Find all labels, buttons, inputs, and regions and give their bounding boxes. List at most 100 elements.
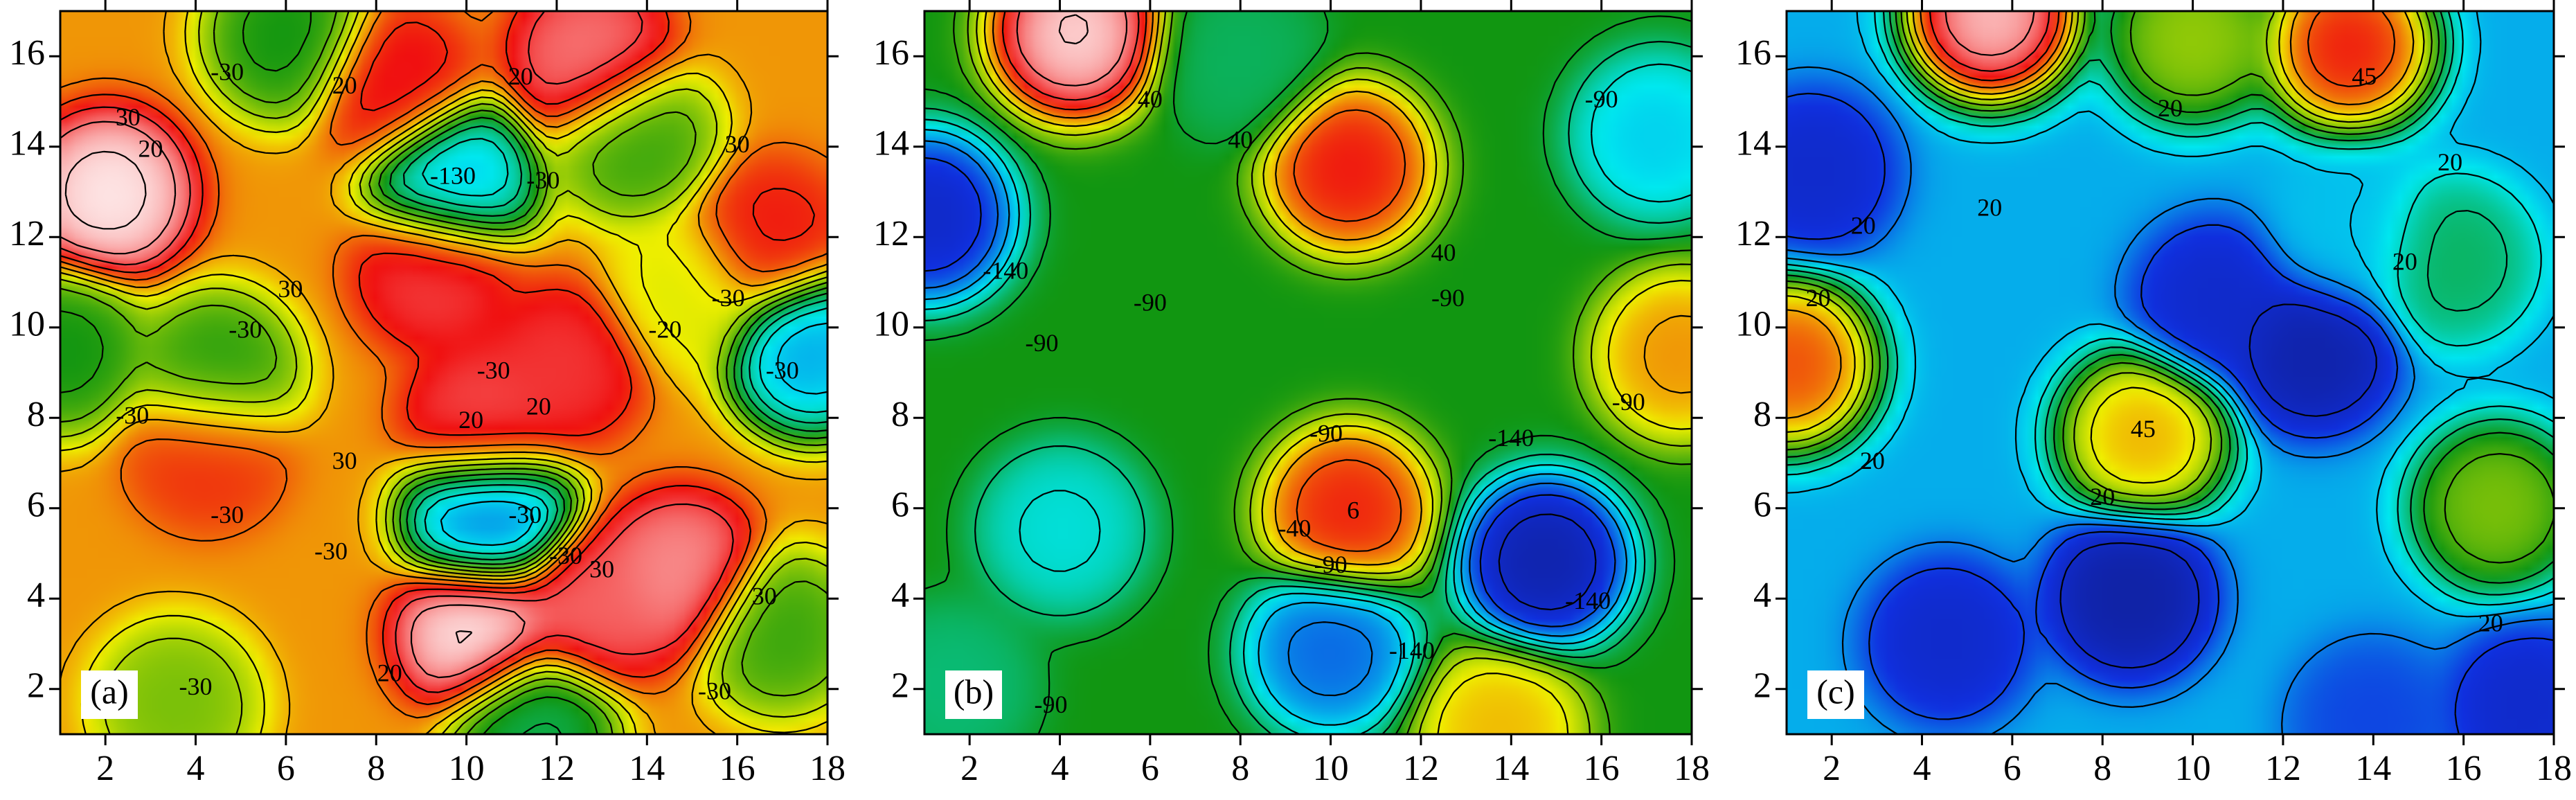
contour-label: -30 (116, 402, 149, 429)
contour-level (992, 11, 1406, 552)
contour-label: -140 (983, 257, 1028, 285)
contour-label: -90 (1309, 420, 1343, 447)
contour-level (60, 11, 828, 719)
contour-label: 20 (1851, 211, 1876, 239)
contour-label: 30 (116, 103, 141, 131)
x-tick-label: 14 (2355, 749, 2391, 788)
contour-level (1929, 11, 2050, 72)
contour-level (60, 11, 734, 693)
contour-level (1920, 11, 2396, 87)
contour-level (60, 11, 828, 734)
panel-label-box (81, 670, 138, 719)
y-tick-label: 8 (891, 395, 909, 434)
contour-label: -140 (1389, 637, 1435, 664)
contour-label: 30 (332, 447, 357, 474)
contour-level (1787, 11, 2433, 497)
contour-level (924, 129, 1637, 726)
contour-level (64, 150, 473, 644)
x-tick-label: 16 (1584, 749, 1620, 788)
contour-lines (60, 11, 828, 734)
contour-label: 30 (589, 555, 614, 583)
plot-frame (923, 10, 1693, 736)
contour-label: 20 (377, 659, 402, 686)
contour-label: -30 (526, 166, 560, 194)
y-tick-label: 12 (9, 214, 45, 254)
y-tick-label: 16 (9, 33, 45, 73)
contour-label: -30 (698, 677, 731, 705)
y-tick-label: 8 (27, 395, 45, 434)
x-tick-label: 12 (2265, 749, 2301, 788)
contour-level (422, 138, 828, 555)
contour-label: 20 (1977, 193, 2002, 221)
contour-label: 30 (725, 130, 750, 158)
plot-frame (59, 10, 829, 736)
x-tick-label: 10 (449, 749, 485, 788)
contour-label: -90 (1585, 85, 1618, 113)
x-tick-label: 18 (1674, 749, 1710, 788)
x-tick-label: 8 (1231, 749, 1249, 788)
panel-label: (a) (90, 672, 129, 711)
contour-label: 20 (332, 71, 357, 99)
contour-level (953, 11, 1692, 734)
contour-level (402, 125, 828, 561)
y-tick-label: 6 (891, 486, 909, 525)
y-tick-label: 8 (1753, 395, 1771, 434)
y-tick-label: 10 (9, 305, 45, 344)
contour-label: -90 (1431, 284, 1465, 312)
x-tick-label: 6 (1141, 749, 1159, 788)
contour-label: 40 (1138, 85, 1163, 113)
contour-label: 20 (2438, 148, 2462, 176)
contour-level (1787, 11, 2554, 618)
contour-level (924, 157, 1616, 628)
contour-label: 20 (2158, 94, 2183, 122)
contour-level (924, 40, 1692, 734)
contour-level (60, 11, 828, 734)
contour-label: -140 (1488, 424, 1534, 452)
contour-label: 40 (1431, 239, 1456, 267)
panel-label: (b) (954, 672, 994, 711)
contour-level (440, 322, 828, 546)
panel-label-box (1807, 670, 1864, 719)
x-tick-label: 4 (1913, 749, 1931, 788)
x-tick-label: 14 (1493, 749, 1529, 788)
contour-label: -90 (1134, 288, 1167, 316)
x-tick-label: 4 (1051, 749, 1069, 788)
contour-label: 40 (1228, 125, 1253, 153)
contour-label: 6 (1347, 497, 1359, 524)
contour-level (60, 11, 816, 706)
contour-level (983, 11, 1692, 566)
contour-label: 20 (1860, 447, 1885, 474)
x-tick-label: 18 (810, 749, 846, 788)
panel-label-box (945, 670, 1002, 719)
contour-label: -90 (1314, 551, 1348, 578)
contour-level (924, 140, 1628, 697)
x-tick-label: 2 (960, 749, 978, 788)
contour-level (1787, 11, 2554, 584)
contour-level (967, 11, 1692, 734)
contour-label: 20 (1806, 284, 1831, 312)
contour-level (60, 11, 828, 734)
contour-level (1787, 11, 2554, 564)
contour-label: -30 (549, 542, 582, 569)
contour-label: 45 (2352, 62, 2377, 90)
y-tick-label: 2 (891, 666, 909, 706)
y-tick-label: 12 (873, 214, 909, 254)
contour-level (389, 116, 828, 734)
y-tick-label: 12 (1735, 214, 1771, 254)
x-tick-label: 10 (1313, 749, 1349, 788)
contour-label: -30 (211, 501, 244, 528)
x-tick-label: 6 (2003, 749, 2021, 788)
y-tick-label: 6 (27, 486, 45, 525)
contour-level (1058, 14, 1089, 45)
contour-label: -130 (430, 162, 476, 190)
contour-label: -30 (211, 58, 244, 86)
contour-level (1787, 11, 2425, 484)
x-tick-label: 2 (1823, 749, 1841, 788)
contour-label: 20 (458, 406, 483, 434)
contour-label: -30 (712, 284, 745, 312)
panel-label: (c) (1816, 672, 1855, 711)
y-tick-label: 16 (1735, 33, 1771, 73)
x-tick-label: 16 (2446, 749, 2482, 788)
contour-level (1787, 11, 2554, 606)
